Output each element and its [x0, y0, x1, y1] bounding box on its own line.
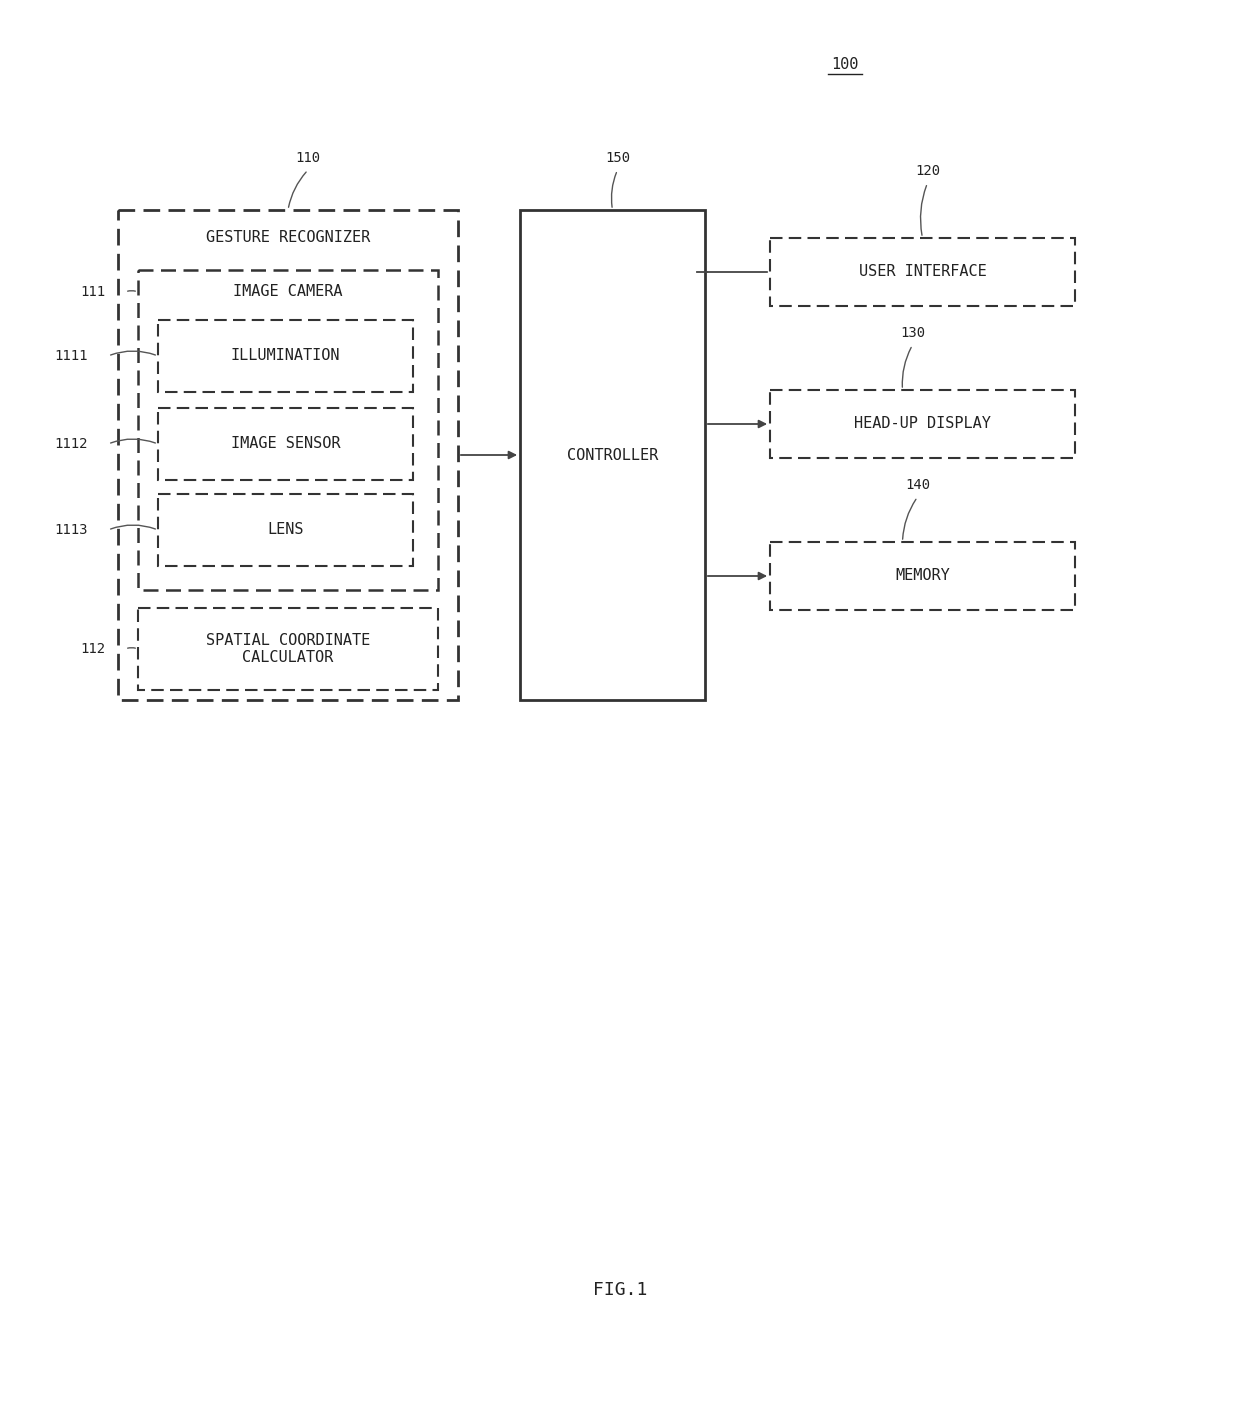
Bar — [770, 542, 1075, 610]
Bar — [157, 494, 413, 566]
Text: 150: 150 — [605, 150, 630, 165]
Bar — [157, 321, 413, 392]
Bar — [520, 210, 706, 700]
Text: SPATIAL COORDINATE
CALCULATOR: SPATIAL COORDINATE CALCULATOR — [206, 633, 370, 666]
Text: 112: 112 — [79, 641, 105, 656]
Text: GESTURE RECOGNIZER: GESTURE RECOGNIZER — [206, 230, 370, 245]
Text: 110: 110 — [295, 150, 321, 165]
Text: 100: 100 — [831, 57, 858, 72]
Text: IMAGE CAMERA: IMAGE CAMERA — [233, 284, 342, 299]
Text: USER INTERFACE: USER INTERFACE — [858, 264, 986, 280]
Text: 130: 130 — [900, 326, 925, 341]
Text: 120: 120 — [915, 165, 940, 177]
Bar — [770, 390, 1075, 458]
Text: 1113: 1113 — [55, 524, 88, 536]
Text: 111: 111 — [79, 285, 105, 299]
Bar — [157, 409, 413, 480]
Text: ILLUMINATION: ILLUMINATION — [231, 349, 340, 363]
Text: IMAGE SENSOR: IMAGE SENSOR — [231, 437, 340, 451]
Bar — [138, 607, 438, 690]
Bar — [138, 270, 438, 590]
Text: LENS: LENS — [268, 522, 304, 538]
Bar — [770, 238, 1075, 307]
Text: FIG.1: FIG.1 — [593, 1281, 647, 1298]
Bar — [118, 210, 458, 700]
Text: 1111: 1111 — [55, 349, 88, 363]
Text: CONTROLLER: CONTROLLER — [567, 447, 658, 463]
Text: MEMORY: MEMORY — [895, 569, 950, 583]
Text: 1112: 1112 — [55, 437, 88, 451]
Text: HEAD-UP DISPLAY: HEAD-UP DISPLAY — [854, 417, 991, 431]
Text: 140: 140 — [905, 478, 930, 492]
